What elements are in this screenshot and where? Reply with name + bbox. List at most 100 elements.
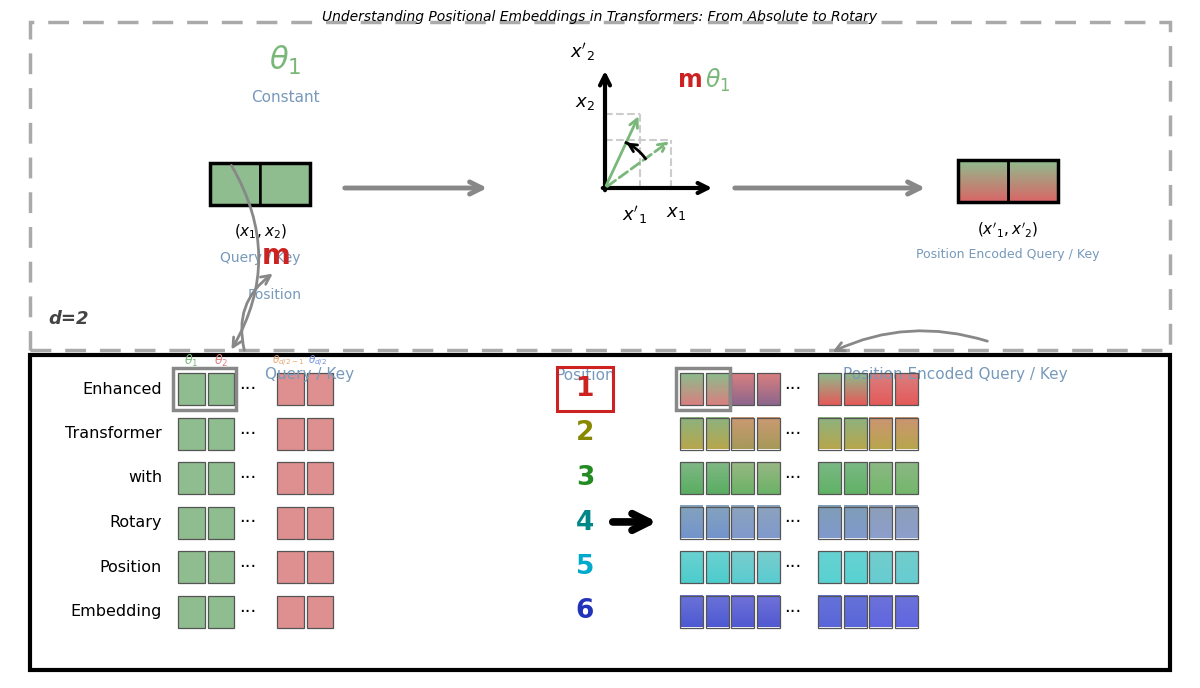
Bar bbox=[260, 163, 310, 205]
Text: $\theta_1$: $\theta_1$ bbox=[706, 67, 731, 94]
Bar bbox=[306, 596, 334, 627]
Bar bbox=[210, 163, 260, 205]
Text: 5: 5 bbox=[576, 554, 594, 580]
Bar bbox=[731, 373, 754, 405]
Text: Position: Position bbox=[100, 559, 162, 574]
Text: ···: ··· bbox=[239, 424, 257, 442]
Bar bbox=[306, 418, 334, 449]
Bar bbox=[208, 506, 234, 539]
Bar bbox=[869, 373, 892, 405]
Text: $\mathbf{m}$: $\mathbf{m}$ bbox=[260, 242, 289, 270]
Text: ···: ··· bbox=[784, 424, 802, 442]
Text: Position: Position bbox=[248, 288, 302, 302]
Text: $x_1$: $x_1$ bbox=[666, 204, 686, 222]
Bar bbox=[818, 596, 841, 627]
Bar bbox=[178, 506, 204, 539]
Text: Query / Key: Query / Key bbox=[265, 367, 354, 383]
Bar bbox=[869, 506, 892, 539]
Bar bbox=[277, 551, 304, 583]
Bar bbox=[706, 418, 728, 449]
Bar bbox=[756, 462, 780, 494]
Bar bbox=[756, 596, 780, 627]
Bar bbox=[756, 551, 780, 583]
Bar bbox=[208, 418, 234, 449]
Bar bbox=[706, 462, 728, 494]
Text: Understanding Positional Embeddings in Transformers: From Absolute to Rotary: Understanding Positional Embeddings in T… bbox=[323, 10, 877, 24]
Bar bbox=[178, 596, 204, 627]
Bar bbox=[869, 462, 892, 494]
Bar bbox=[680, 418, 703, 449]
Text: $\theta_1$: $\theta_1$ bbox=[269, 44, 301, 77]
Bar bbox=[306, 506, 334, 539]
Text: ···: ··· bbox=[239, 380, 257, 398]
Bar bbox=[706, 596, 728, 627]
Bar bbox=[306, 551, 334, 583]
Bar bbox=[731, 551, 754, 583]
Bar bbox=[173, 368, 236, 410]
Bar bbox=[731, 418, 754, 449]
Bar bbox=[894, 506, 918, 539]
Text: ···: ··· bbox=[784, 469, 802, 487]
Bar bbox=[756, 506, 780, 539]
Text: ···: ··· bbox=[239, 603, 257, 621]
Text: $x_2$: $x_2$ bbox=[575, 94, 595, 111]
Bar bbox=[277, 596, 304, 627]
Bar bbox=[680, 462, 703, 494]
Text: ···: ··· bbox=[784, 513, 802, 532]
Bar bbox=[818, 462, 841, 494]
Bar bbox=[680, 596, 703, 627]
Text: ···: ··· bbox=[239, 513, 257, 532]
Bar bbox=[676, 368, 730, 410]
Text: $\theta_1$: $\theta_1$ bbox=[184, 353, 198, 369]
Bar bbox=[210, 163, 310, 205]
Bar bbox=[30, 355, 1170, 670]
Text: d=2: d=2 bbox=[48, 310, 89, 328]
Text: 2: 2 bbox=[576, 420, 594, 447]
Bar bbox=[818, 418, 841, 449]
Bar bbox=[178, 418, 204, 449]
Text: Query / Key: Query / Key bbox=[220, 251, 300, 265]
Bar bbox=[208, 373, 234, 405]
Bar bbox=[844, 418, 866, 449]
Bar bbox=[557, 367, 613, 411]
Bar bbox=[869, 551, 892, 583]
Bar bbox=[706, 551, 728, 583]
Bar bbox=[680, 506, 703, 539]
Text: $x'_2$: $x'_2$ bbox=[570, 41, 595, 63]
Bar bbox=[178, 462, 204, 494]
Bar bbox=[208, 596, 234, 627]
Bar bbox=[818, 373, 841, 405]
Text: $(x_1, x_2)$: $(x_1, x_2)$ bbox=[234, 223, 287, 241]
Text: 3: 3 bbox=[576, 465, 594, 491]
Bar bbox=[680, 373, 703, 405]
Bar bbox=[869, 596, 892, 627]
Bar bbox=[818, 551, 841, 583]
Bar bbox=[706, 506, 728, 539]
Bar bbox=[706, 373, 728, 405]
Bar bbox=[178, 551, 204, 583]
Bar bbox=[894, 373, 918, 405]
Text: Rotary: Rotary bbox=[109, 515, 162, 530]
Text: ···: ··· bbox=[239, 558, 257, 576]
Bar bbox=[30, 22, 1170, 350]
Text: Position Encoded Query / Key: Position Encoded Query / Key bbox=[917, 248, 1099, 261]
Bar bbox=[844, 551, 866, 583]
Text: Position Encoded Query / Key: Position Encoded Query / Key bbox=[842, 367, 1067, 383]
Bar bbox=[1008, 160, 1058, 202]
Bar bbox=[818, 506, 841, 539]
Bar bbox=[208, 551, 234, 583]
Text: Transformer: Transformer bbox=[65, 426, 162, 441]
Text: with: with bbox=[128, 471, 162, 486]
Text: 6: 6 bbox=[576, 599, 594, 625]
Bar bbox=[277, 462, 304, 494]
Bar bbox=[756, 418, 780, 449]
Bar bbox=[306, 373, 334, 405]
Text: $(x'_1, x'_2)$: $(x'_1, x'_2)$ bbox=[977, 220, 1039, 239]
Bar bbox=[208, 462, 234, 494]
Text: Enhanced: Enhanced bbox=[83, 382, 162, 396]
Text: $x'_1$: $x'_1$ bbox=[622, 204, 647, 226]
Text: 1: 1 bbox=[576, 376, 594, 402]
Bar bbox=[680, 551, 703, 583]
Bar bbox=[894, 596, 918, 627]
Bar bbox=[30, 22, 1170, 350]
